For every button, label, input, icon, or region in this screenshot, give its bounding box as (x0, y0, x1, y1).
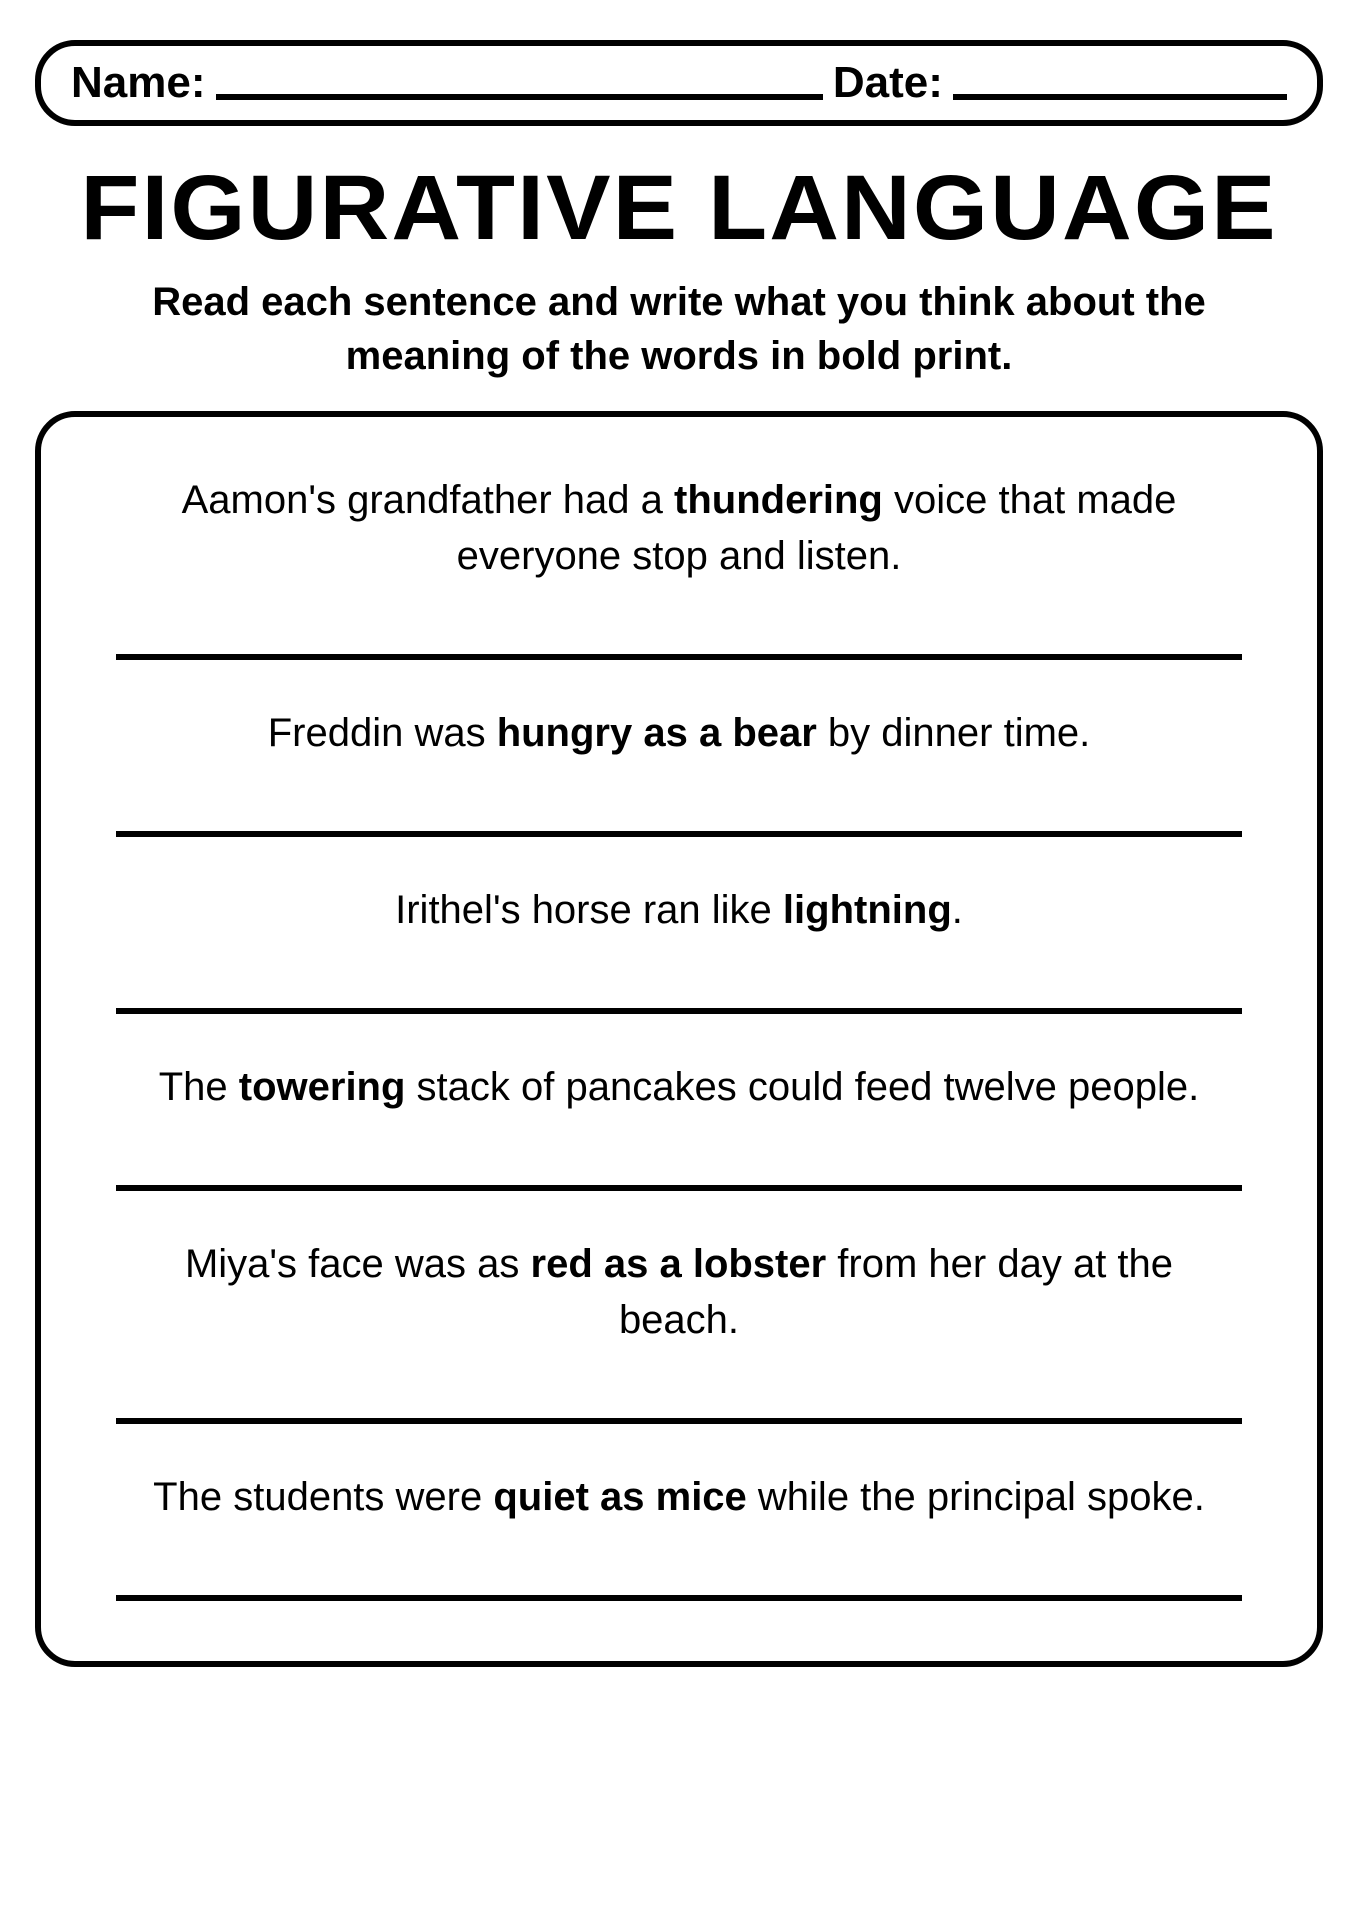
question-item: The towering stack of pancakes could fee… (101, 1059, 1257, 1191)
sentence-text: Freddin was hungry as a bear by dinner t… (101, 705, 1257, 761)
question-item: The students were quiet as mice while th… (101, 1469, 1257, 1601)
sentence-text: The towering stack of pancakes could fee… (101, 1059, 1257, 1115)
sentence-pre: Irithel's horse ran like (395, 888, 783, 932)
question-item: Irithel's horse ran like lightning. (101, 882, 1257, 1014)
name-label: Name: (71, 58, 206, 108)
sentence-text: Aamon's grandfather had a thundering voi… (101, 472, 1257, 584)
question-item: Miya's face was as red as a lobster from… (101, 1236, 1257, 1424)
sentence-bold: hungry as a bear (497, 711, 817, 755)
name-date-header: Name: Date: (35, 40, 1323, 126)
answer-line[interactable] (116, 831, 1242, 837)
answer-line[interactable] (116, 1185, 1242, 1191)
answer-line[interactable] (116, 1595, 1242, 1601)
worksheet-title: FIGURATIVE LANGUAGE (3, 156, 1355, 261)
sentence-post: while the principal spoke. (747, 1475, 1205, 1519)
answer-line[interactable] (116, 654, 1242, 660)
date-label: Date: (833, 58, 943, 108)
answer-line[interactable] (116, 1008, 1242, 1014)
sentence-pre: Miya's face was as (185, 1242, 531, 1286)
sentence-post: stack of pancakes could feed twelve peop… (405, 1065, 1199, 1109)
sentence-post: by dinner time. (817, 711, 1090, 755)
sentence-text: Miya's face was as red as a lobster from… (101, 1236, 1257, 1348)
date-input-line[interactable] (953, 94, 1287, 100)
answer-line[interactable] (116, 1418, 1242, 1424)
sentence-bold: towering (239, 1065, 406, 1109)
instructions-text: Read each sentence and write what you th… (35, 275, 1323, 383)
sentence-post: . (952, 888, 963, 932)
sentence-text: Irithel's horse ran like lightning. (101, 882, 1257, 938)
question-item: Freddin was hungry as a bear by dinner t… (101, 705, 1257, 837)
sentence-bold: quiet as mice (493, 1475, 746, 1519)
sentence-bold: lightning (783, 888, 952, 932)
question-item: Aamon's grandfather had a thundering voi… (101, 472, 1257, 660)
sentence-pre: The (159, 1065, 239, 1109)
sentence-pre: The students were (153, 1475, 493, 1519)
questions-container: Aamon's grandfather had a thundering voi… (35, 411, 1323, 1667)
sentence-pre: Aamon's grandfather had a (182, 478, 674, 522)
sentence-text: The students were quiet as mice while th… (101, 1469, 1257, 1525)
sentence-bold: red as a lobster (531, 1242, 827, 1286)
sentence-pre: Freddin was (268, 711, 497, 755)
sentence-bold: thundering (674, 478, 883, 522)
name-input-line[interactable] (216, 94, 823, 100)
